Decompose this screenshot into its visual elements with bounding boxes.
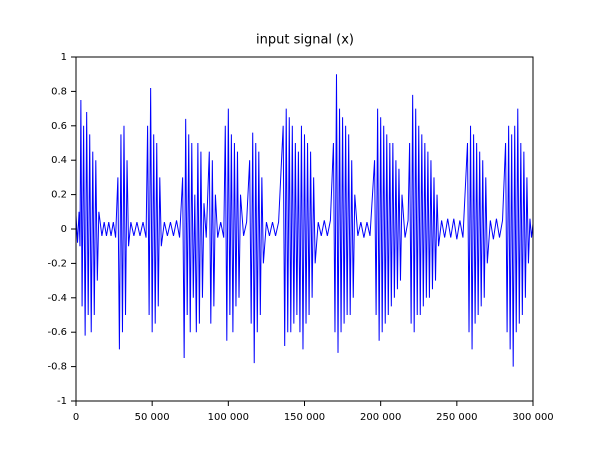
y-tick-label: 0.8	[51, 86, 67, 97]
x-tick-label: 100 000	[208, 412, 249, 423]
x-tick-label: 0	[73, 412, 79, 423]
y-tick-label: 0	[61, 224, 67, 235]
y-tick-label: 1	[61, 52, 67, 63]
x-tick-label: 250 000	[436, 412, 477, 423]
x-tick-label: 50 000	[135, 412, 170, 423]
chart-title: input signal (x)	[256, 33, 354, 48]
x-tick-label: 150 000	[284, 412, 325, 423]
y-tick-label: -0.4	[47, 293, 67, 304]
y-tick-label: 0.2	[51, 190, 67, 201]
signal-line	[75, 74, 534, 367]
x-tick-label: 200 000	[360, 412, 401, 423]
y-tick-label: -1	[57, 396, 67, 407]
y-tick-label: 0.6	[51, 121, 67, 132]
y-tick-label: -0.8	[47, 362, 67, 373]
axes-box	[75, 56, 534, 402]
x-tick-label: 300 000	[512, 412, 553, 423]
y-tick-label: 0.4	[51, 155, 67, 166]
y-tick-label: -0.2	[47, 258, 67, 269]
y-tick-label: -0.6	[47, 327, 67, 338]
